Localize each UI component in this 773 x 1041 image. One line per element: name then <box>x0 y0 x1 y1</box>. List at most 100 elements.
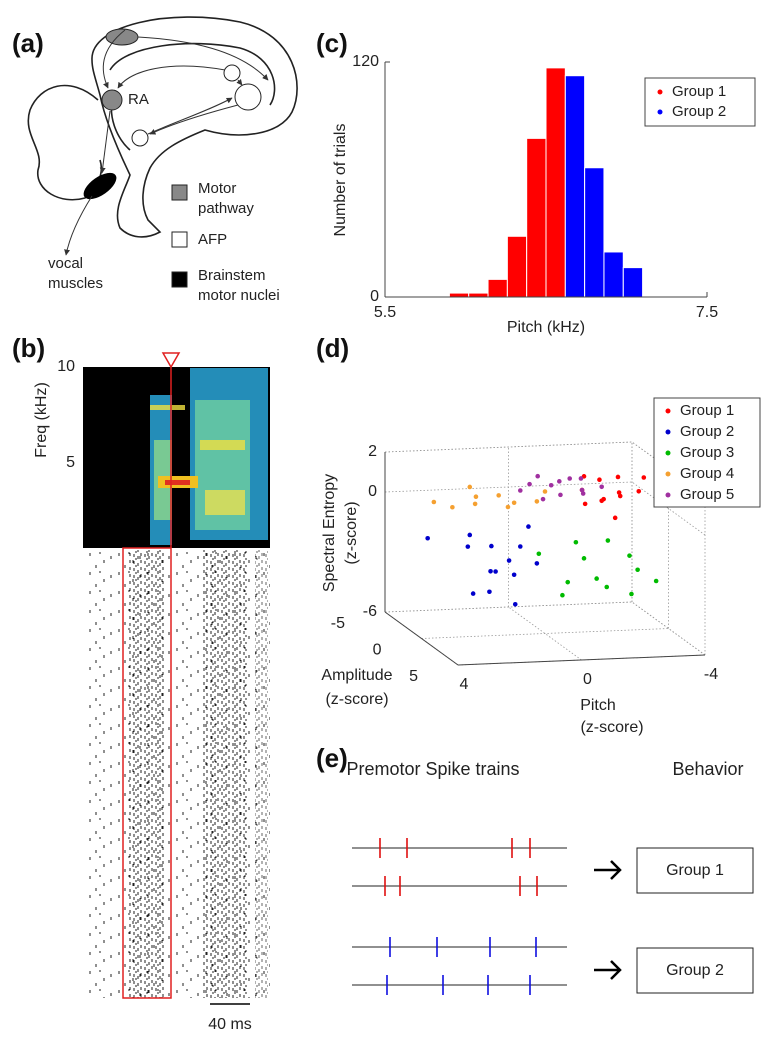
data-point <box>505 504 511 510</box>
spike-train-baselines <box>352 847 567 986</box>
legend-marker <box>657 109 663 115</box>
pathway-arrows <box>64 29 269 256</box>
legend-swatch <box>171 184 188 201</box>
panel-label: (a) <box>12 28 44 58</box>
x-tick-label: -4 <box>704 666 718 683</box>
data-point <box>560 592 565 598</box>
header: Behavior <box>672 759 743 779</box>
spike-raster <box>128 550 166 998</box>
legend-marker <box>665 450 671 456</box>
data-point <box>496 493 501 498</box>
axis <box>384 611 459 666</box>
spectrogram-energy <box>150 368 268 545</box>
legend-marker <box>665 492 671 498</box>
data-point <box>605 538 611 543</box>
grid-line <box>508 606 582 661</box>
data-point <box>641 475 647 480</box>
bar <box>545 67 566 298</box>
data-point <box>431 499 437 505</box>
y-tick-label: 5 <box>66 454 75 471</box>
data-point <box>582 501 588 507</box>
label: muscles <box>48 275 103 292</box>
grid-line <box>384 601 633 613</box>
highlight-window <box>122 547 172 999</box>
data-point <box>573 539 579 545</box>
legend-label: Group 4 <box>680 465 734 482</box>
data-point <box>511 572 517 578</box>
data-point <box>493 569 498 574</box>
data-point <box>450 504 455 510</box>
z-tick-label: -6 <box>363 603 377 620</box>
scale-bar-label: 40 ms <box>208 1016 252 1033</box>
spike-ticks <box>379 838 538 896</box>
behavior-box <box>636 847 754 894</box>
bar <box>506 235 528 298</box>
x-axis-label: Pitch (kHz) <box>507 319 585 336</box>
legend-label: motor nuclei <box>198 287 280 304</box>
data-point <box>548 482 554 488</box>
y-tick-label: 0 <box>370 288 379 305</box>
z-axis-label: (z-score) <box>343 501 360 564</box>
spike-ticks <box>386 937 537 995</box>
z-tick-label: 0 <box>368 483 377 500</box>
y-tick-label: 5 <box>409 668 418 685</box>
motor-nucleus <box>105 28 139 46</box>
data-point <box>597 477 602 483</box>
data-point <box>540 496 546 502</box>
data-point <box>629 591 634 597</box>
ra-nucleus <box>101 89 123 111</box>
behavior-label: Group 2 <box>666 962 724 979</box>
data-point <box>578 476 584 481</box>
behavior-label: Group 1 <box>666 862 724 879</box>
data-point <box>635 567 640 573</box>
data-point <box>534 561 540 566</box>
z-axis-label: Spectral Entropy <box>321 474 338 592</box>
y-tick-label: 10 <box>57 358 75 375</box>
x-tick-label: 0 <box>583 671 592 688</box>
legend-swatch <box>171 231 188 248</box>
legend-label: Group 3 <box>680 444 734 461</box>
y-axis-label: Number of trials <box>332 124 349 237</box>
legend-label: Group 1 <box>672 83 726 100</box>
y-tick-label: 0 <box>373 642 382 659</box>
data-point <box>601 496 606 502</box>
grid-line <box>421 628 669 639</box>
data-point <box>567 476 572 481</box>
legend-swatch <box>171 271 188 288</box>
legend-label: Motor <box>198 180 236 197</box>
legend-label: Group 2 <box>672 103 726 120</box>
x-axis-label: Pitch <box>580 697 616 714</box>
data-point <box>616 490 622 495</box>
data-point <box>594 576 599 581</box>
spike-raster <box>255 550 268 998</box>
data-point <box>627 553 632 558</box>
legend-label: Group 1 <box>680 402 734 419</box>
data-point <box>489 543 494 549</box>
y-axis-label: (z-score) <box>325 691 388 708</box>
data-point <box>581 556 587 561</box>
panel-label: (e) <box>316 743 348 773</box>
data-point <box>527 481 532 487</box>
bar <box>487 278 508 298</box>
panel-label: (c) <box>316 28 348 58</box>
brain-diagram <box>27 16 298 238</box>
data-point <box>512 602 518 607</box>
x-tick-label: 4 <box>460 676 469 693</box>
data-point <box>542 489 548 494</box>
y-tick-label: 120 <box>352 53 379 70</box>
data-point <box>425 535 430 541</box>
legend-label: AFP <box>198 231 227 248</box>
bar <box>622 267 644 298</box>
bar <box>468 292 489 298</box>
time-marker-triangle <box>161 352 181 369</box>
data-point <box>518 544 523 549</box>
x-tick-label: 5.5 <box>374 304 396 321</box>
spike-raster <box>203 550 247 998</box>
data-point <box>579 487 585 493</box>
grid-line <box>631 601 706 656</box>
axis <box>457 654 706 666</box>
y-tick-label: -5 <box>331 615 345 632</box>
y-axis-label: Freq (kHz) <box>33 382 50 458</box>
legend-label: pathway <box>198 200 254 217</box>
